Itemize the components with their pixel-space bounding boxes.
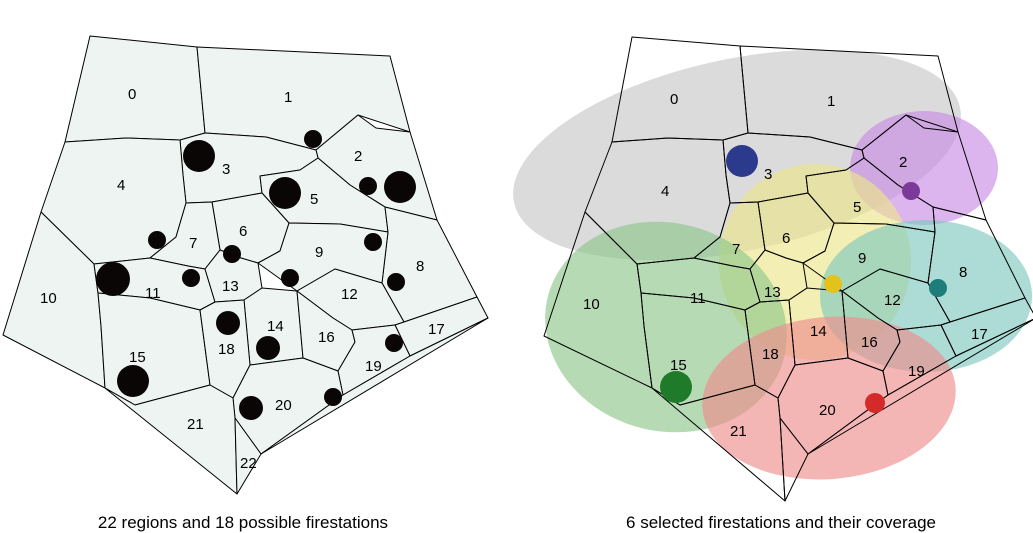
- right-region-label: 21: [730, 423, 747, 440]
- right-region-label: 6: [782, 230, 790, 247]
- selected-station-2: [902, 182, 920, 200]
- right-coverage-areas: [513, 49, 1032, 480]
- left-region-label: 4: [117, 177, 125, 194]
- possible-station-dot: [385, 334, 403, 352]
- left-region-label: 14: [267, 318, 284, 335]
- possible-station-dot: [364, 233, 382, 251]
- selected-station-15: [660, 371, 692, 403]
- possible-station-dot: [387, 273, 405, 291]
- selected-station-13: [824, 275, 842, 293]
- right-region-label: 7: [732, 241, 740, 258]
- possible-station-dot: [324, 388, 342, 406]
- left-region-label: 15: [129, 349, 146, 366]
- region-15: [97, 292, 211, 406]
- left-region-label: 2: [354, 148, 362, 165]
- right-region-label: 20: [819, 402, 836, 419]
- right-region-label: 17: [971, 326, 988, 343]
- right-region-label: 12: [884, 292, 901, 309]
- right-region-label: 9: [858, 250, 866, 267]
- left-region-label: 7: [189, 235, 197, 252]
- right-region-labels: 0 1 2 3 4 5 6 7 8 9 10 11 12 13 14 15 16…: [583, 91, 988, 440]
- left-region-label: 13: [222, 278, 239, 295]
- left-region-label: 5: [310, 191, 318, 208]
- right-region-label: 10: [583, 296, 600, 313]
- right-region-label: 5: [853, 199, 861, 216]
- possible-station-dot: [148, 231, 166, 249]
- left-region-label: 22: [240, 455, 257, 472]
- left-panel: 0 1 2 3 4 5 6 7 8 9 10 11 12 13 14 15 16…: [2, 35, 489, 532]
- left-region-label: 18: [218, 341, 235, 358]
- left-region-label: 17: [428, 321, 445, 338]
- selected-station-3: [726, 145, 758, 177]
- right-region-label: 19: [908, 363, 925, 380]
- coverage-ellipse-station-2: [850, 111, 998, 225]
- possible-station-dot: [384, 171, 416, 203]
- possible-station-dot: [239, 396, 263, 420]
- right-region-label: 18: [762, 346, 779, 363]
- left-region-label: 6: [239, 223, 247, 240]
- right-region-label: 4: [661, 183, 669, 200]
- possible-station-dot: [183, 140, 215, 172]
- possible-station-dot: [359, 177, 377, 195]
- left-region-label: 10: [40, 290, 57, 307]
- possible-station-dot: [96, 262, 130, 296]
- selected-station-8: [929, 279, 947, 297]
- left-region-label: 21: [187, 416, 204, 433]
- left-region-labels: 0 1 2 3 4 5 6 7 8 9 10 11 12 13 14 15 16…: [40, 86, 445, 472]
- right-region-label: 2: [899, 154, 907, 171]
- right-region-label: 0: [670, 91, 678, 108]
- region-22: [234, 417, 262, 495]
- region-outline-right: [260, 317, 489, 455]
- left-region-label: 9: [315, 244, 323, 261]
- right-region-label: 3: [764, 166, 772, 183]
- left-region-map: [2, 35, 489, 495]
- left-region-label: 0: [128, 86, 136, 103]
- left-region-label: 11: [145, 285, 161, 302]
- right-caption: 6 selected firestations and their covera…: [626, 513, 936, 532]
- right-region-label: 8: [959, 264, 967, 281]
- left-region-label: 1: [284, 89, 292, 106]
- right-region-label: 1: [827, 93, 835, 110]
- left-region-label: 8: [416, 258, 424, 275]
- possible-station-dot: [216, 311, 240, 335]
- left-region-label: 16: [318, 329, 335, 346]
- right-region-label: 13: [764, 284, 781, 301]
- region-22: [779, 417, 809, 502]
- coverage-ellipse-station-20: [702, 316, 956, 480]
- possible-station-dot: [182, 269, 200, 287]
- possible-station-dot: [269, 177, 301, 209]
- possible-station-dot: [281, 269, 299, 287]
- right-region-label: 14: [810, 323, 827, 340]
- right-panel: 0 1 2 3 4 5 6 7 8 9 10 11 12 13 14 15 16…: [513, 36, 1033, 532]
- left-region-label: 20: [275, 397, 292, 414]
- selected-station-20: [865, 393, 885, 413]
- region-outline-right: [807, 318, 1033, 455]
- right-region-map: [543, 36, 1033, 502]
- right-region-label: 16: [861, 334, 878, 351]
- possible-station-dot: [117, 365, 149, 397]
- left-region-label: 3: [222, 161, 230, 178]
- right-region-label: 15: [670, 357, 687, 374]
- region-21: [104, 384, 238, 495]
- left-region-label: 19: [365, 358, 382, 375]
- right-selected-stations: [660, 145, 947, 413]
- possible-station-dot: [304, 130, 322, 148]
- left-region-label: 12: [341, 286, 358, 303]
- right-region-label: 11: [690, 290, 706, 307]
- left-caption: 22 regions and 18 possible firestations: [98, 513, 388, 532]
- possible-station-dot: [223, 245, 241, 263]
- possible-station-dot: [256, 336, 280, 360]
- left-possible-stations: [96, 130, 416, 420]
